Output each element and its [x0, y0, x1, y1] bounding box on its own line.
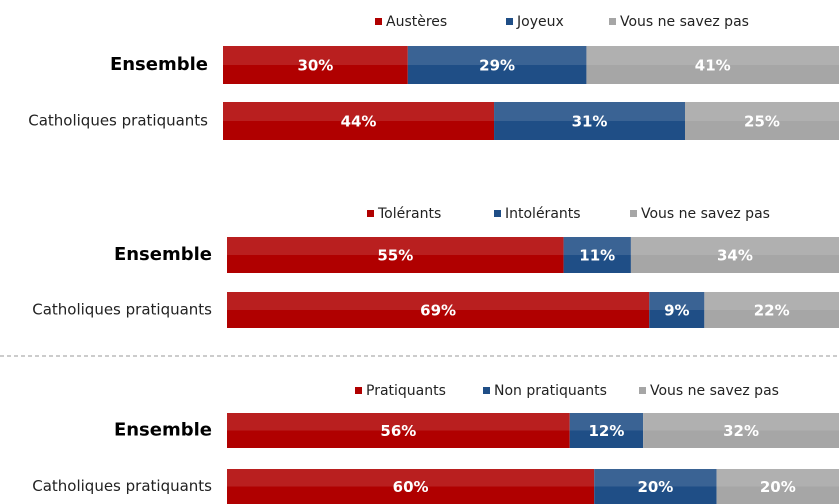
- value-label: 29%: [479, 57, 515, 75]
- legend-swatch: [494, 210, 501, 217]
- bar-segment: [586, 46, 839, 84]
- bar-segment: [649, 292, 705, 328]
- value-label: 34%: [717, 247, 753, 265]
- category-label: Catholiques pratiquants: [28, 112, 208, 130]
- bar-shade: [685, 102, 839, 121]
- bar-shade: [227, 413, 570, 431]
- bar-shade: [227, 469, 595, 487]
- bar-segment: [223, 46, 408, 84]
- value-label: 20%: [637, 478, 673, 496]
- legend-swatch: [355, 387, 362, 394]
- value-label: 60%: [393, 478, 429, 496]
- value-label: 12%: [588, 422, 624, 440]
- value-label: 22%: [754, 302, 790, 320]
- bar-segment: [704, 292, 839, 328]
- value-label: 25%: [744, 113, 780, 131]
- bar-shade: [704, 292, 839, 310]
- bar-segment: [227, 469, 595, 504]
- bar-shade: [227, 292, 650, 310]
- legend-swatch: [609, 18, 616, 25]
- legend-label: Joyeux: [516, 14, 564, 30]
- legend-swatch: [630, 210, 637, 217]
- legend-label: Vous ne savez pas: [650, 383, 779, 399]
- bar-segment: [407, 46, 587, 84]
- bar-segment: [227, 413, 570, 448]
- bar-shade: [716, 469, 839, 487]
- legend-label: Austères: [386, 14, 447, 30]
- bar-shade: [649, 292, 705, 310]
- legend-swatch: [367, 210, 374, 217]
- value-label: 55%: [377, 247, 413, 265]
- category-label: Catholiques pratiquants: [32, 301, 212, 319]
- legend-swatch: [483, 387, 490, 394]
- value-label: 69%: [420, 302, 456, 320]
- bar-shade: [630, 237, 839, 255]
- bar-shade: [643, 413, 839, 431]
- category-label: Catholiques pratiquants: [32, 477, 212, 495]
- legend-swatch: [639, 387, 646, 394]
- bar-shade: [586, 46, 839, 65]
- value-label: 11%: [579, 247, 615, 265]
- bar-shade: [594, 469, 717, 487]
- bar-segment: [227, 237, 564, 273]
- bar-segment: [494, 102, 685, 140]
- bar-shade: [223, 46, 408, 65]
- value-label: 41%: [695, 57, 731, 75]
- legend-label: Non pratiquants: [494, 383, 607, 399]
- bar-segment: [563, 237, 631, 273]
- bar-shade: [407, 46, 587, 65]
- bar-shade: [563, 237, 631, 255]
- legend-swatch: [506, 18, 513, 25]
- bar-segment: [594, 469, 717, 504]
- bar-segment: [716, 469, 839, 504]
- legend-swatch: [375, 18, 382, 25]
- bar-segment: [643, 413, 839, 448]
- value-label: 44%: [341, 113, 377, 131]
- value-label: 9%: [664, 302, 689, 320]
- bar-shade: [227, 237, 564, 255]
- bar-shade: [569, 413, 644, 431]
- legend-label: Vous ne savez pas: [641, 206, 770, 222]
- value-label: 31%: [572, 113, 608, 131]
- bar-segment: [223, 102, 495, 140]
- legend-label: Vous ne savez pas: [620, 14, 749, 30]
- legend-label: Intolérants: [505, 206, 581, 222]
- category-label: Ensemble: [110, 54, 208, 75]
- value-label: 30%: [297, 57, 333, 75]
- legend-label: Pratiquants: [366, 383, 446, 399]
- bar-segment: [227, 292, 650, 328]
- legend-label: Tolérants: [377, 206, 441, 222]
- bar-segment: [685, 102, 839, 140]
- category-label: Ensemble: [114, 244, 212, 265]
- value-label: 32%: [723, 422, 759, 440]
- category-label: Ensemble: [114, 420, 212, 441]
- bar-segment: [569, 413, 644, 448]
- bar-shade: [494, 102, 685, 121]
- value-label: 56%: [380, 422, 416, 440]
- value-label: 20%: [760, 478, 796, 496]
- bar-segment: [630, 237, 839, 273]
- bar-shade: [223, 102, 495, 121]
